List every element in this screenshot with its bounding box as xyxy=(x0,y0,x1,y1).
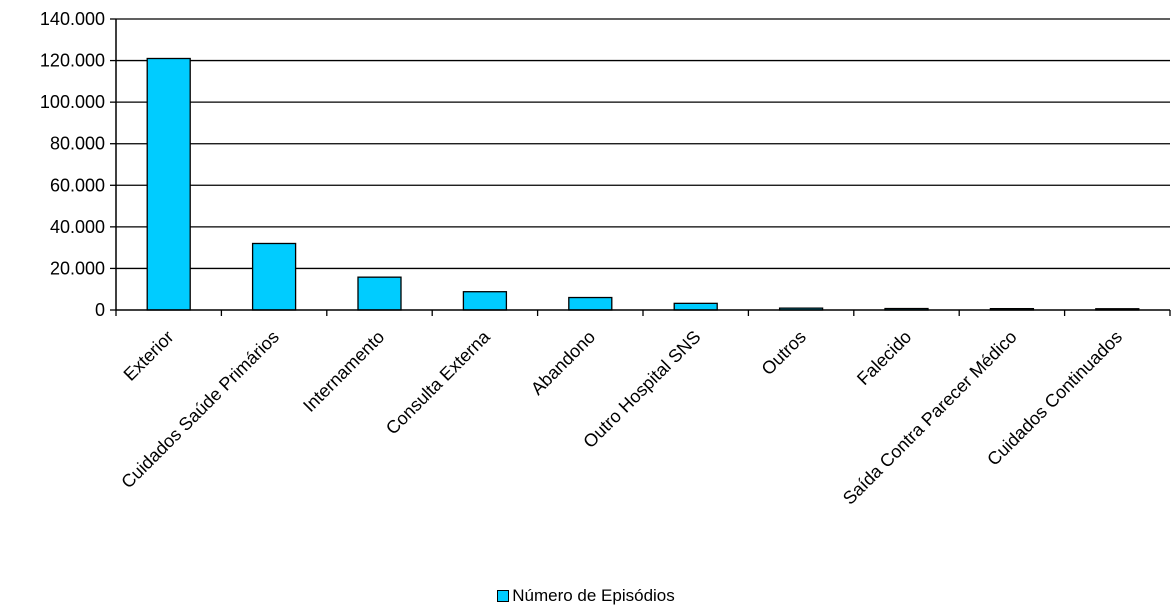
x-tick-label: Consulta Externa xyxy=(382,326,494,438)
bar xyxy=(146,57,191,311)
y-tick-label: 60.000 xyxy=(50,175,105,195)
bar xyxy=(251,242,297,311)
y-tick-label: 100.000 xyxy=(40,92,105,112)
legend-swatch xyxy=(497,590,510,602)
y-tick-label: 20.000 xyxy=(50,258,105,278)
x-tick-label: Falecido xyxy=(853,327,915,389)
x-tick-label: Abandono xyxy=(527,327,599,399)
x-tick-label: Saída Contra Parecer Médico xyxy=(839,327,1021,509)
y-tick-label: 0 xyxy=(95,300,105,320)
legend: Número de Episódios xyxy=(0,586,1172,607)
x-tick-label: Outros xyxy=(758,327,810,379)
bars xyxy=(146,57,1140,311)
x-tick-label: Outro Hospital SNS xyxy=(579,327,704,452)
bar xyxy=(462,291,508,311)
axes xyxy=(115,19,1171,316)
y-axis-ticks: 0 20.000 40.000 60.000 80.000 100.000 120.000 1… xyxy=(40,9,116,320)
y-tick-label: 40.000 xyxy=(50,217,105,237)
legend-label: Número de Episódios xyxy=(512,586,675,605)
bar xyxy=(568,296,613,311)
bar xyxy=(357,276,402,311)
bar xyxy=(673,302,718,311)
gridlines xyxy=(116,18,1170,270)
x-tick-label: Internamento xyxy=(299,327,388,416)
x-tick-label: Exterior xyxy=(120,327,178,385)
y-tick-label: 120.000 xyxy=(40,51,105,71)
y-tick-label: 140.000 xyxy=(40,9,105,29)
y-tick-label: 80.000 xyxy=(50,134,105,154)
